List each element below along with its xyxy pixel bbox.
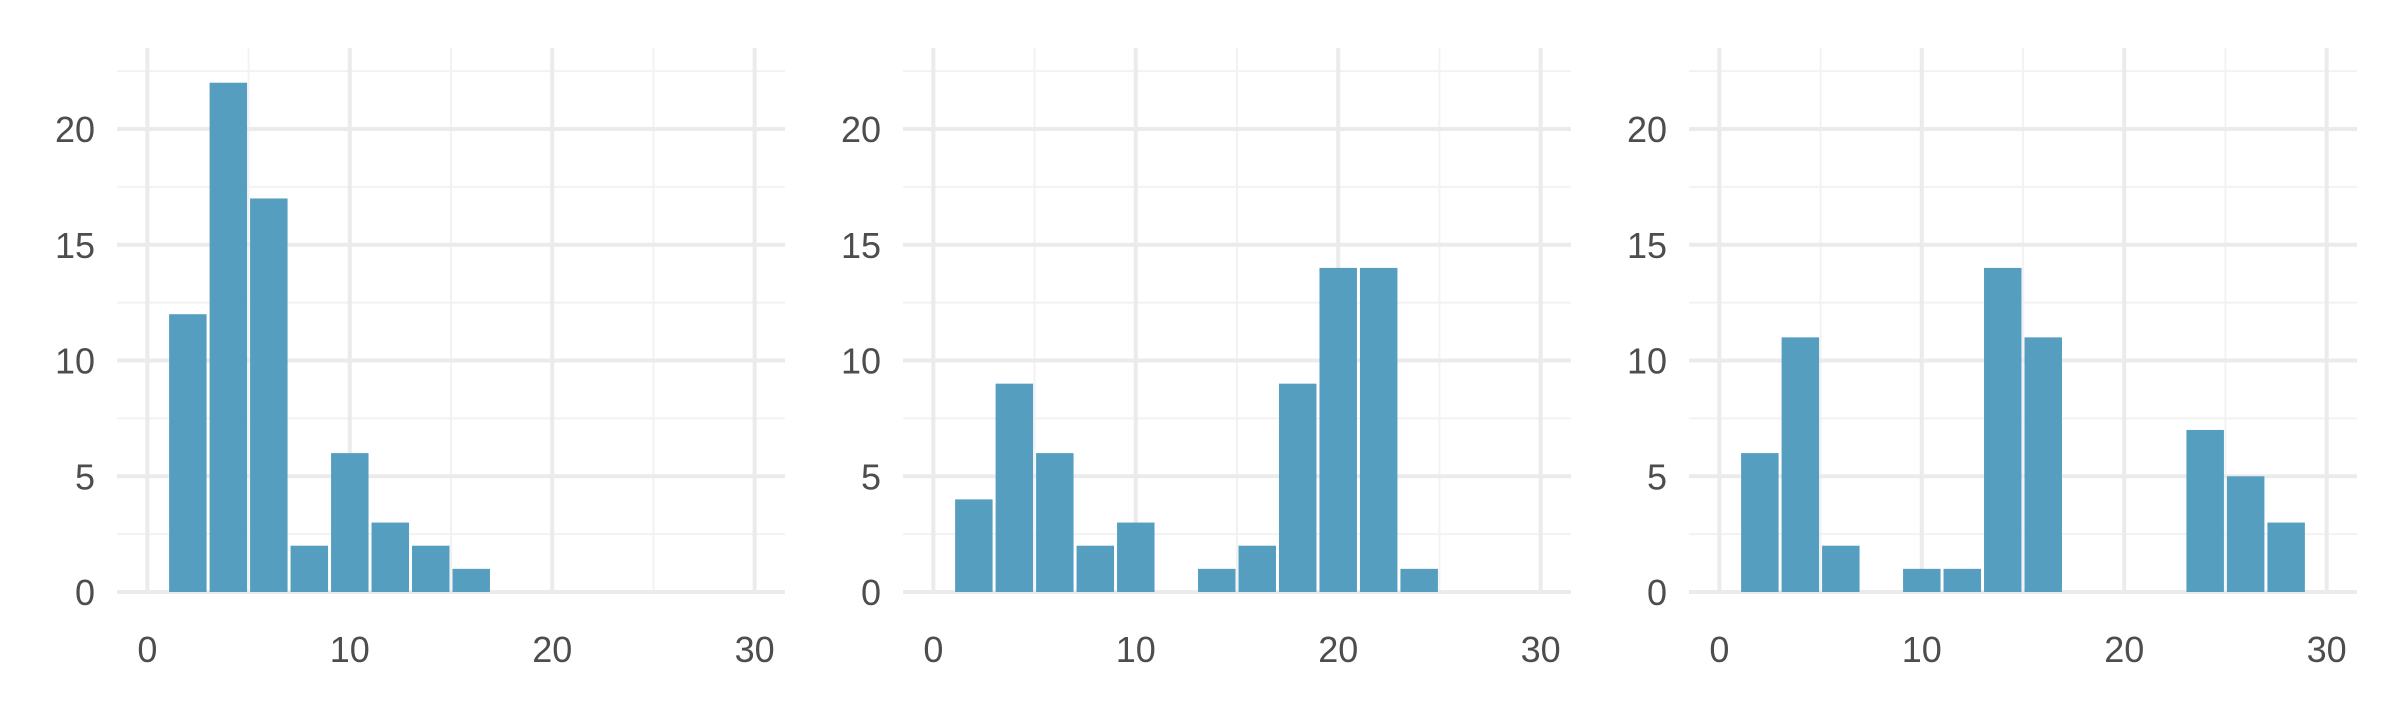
histogram-bar xyxy=(1238,545,1276,592)
panel-1: 0 5 10 15 20 0 10 20 30 xyxy=(55,48,785,670)
x-tick-label: 10 xyxy=(330,629,370,670)
panel-2: 0 5 10 15 20 0 10 20 30 xyxy=(841,48,1571,670)
y-tick-label: 5 xyxy=(1647,456,1667,497)
y-tick-label: 20 xyxy=(1627,109,1667,150)
histogram-bar xyxy=(1036,453,1074,592)
histogram-bar xyxy=(371,522,410,592)
x-tick-label: 20 xyxy=(2104,629,2144,670)
y-tick-label: 15 xyxy=(841,225,881,266)
histogram-bar xyxy=(1198,568,1236,592)
x-tick-label: 20 xyxy=(1318,629,1358,670)
histogram-bar xyxy=(1984,267,2022,592)
histogram-bar xyxy=(1822,545,1860,592)
histogram-bar xyxy=(1400,568,1438,592)
histogram-bar xyxy=(1781,337,1820,592)
histogram-bar xyxy=(452,568,490,592)
histogram-bar xyxy=(1117,522,1155,592)
histogram-bar xyxy=(250,198,288,592)
y-tick-label: 10 xyxy=(1627,341,1667,382)
histogram-bar xyxy=(2226,476,2265,592)
y-tick-label: 0 xyxy=(75,572,95,613)
x-tick-label: 20 xyxy=(532,629,572,670)
histogram-bar xyxy=(1943,568,1982,592)
histogram-bar xyxy=(1278,383,1317,592)
histogram-bar xyxy=(169,314,207,592)
y-tick-label: 5 xyxy=(75,456,95,497)
x-tick-label: 0 xyxy=(923,629,943,670)
y-tick-label: 0 xyxy=(861,572,881,613)
y-tick-label: 20 xyxy=(841,109,881,150)
y-tick-label: 15 xyxy=(1627,225,1667,266)
histogram-bar xyxy=(1359,267,1398,592)
histogram-bar xyxy=(995,383,1034,592)
y-tick-label: 5 xyxy=(861,456,881,497)
histogram-bar xyxy=(2186,429,2224,592)
x-tick-label: 30 xyxy=(2307,629,2347,670)
y-tick-label: 10 xyxy=(841,341,881,382)
histogram-bar xyxy=(412,545,450,592)
histogram-bar xyxy=(1319,267,1357,592)
histogram-bar xyxy=(955,499,993,592)
x-tick-label: 10 xyxy=(1116,629,1156,670)
histogram-bar xyxy=(1076,545,1115,592)
histogram-bar xyxy=(1741,453,1779,592)
panel-3: 0 5 10 15 20 0 10 20 30 xyxy=(1627,48,2357,670)
x-tick-label: 30 xyxy=(735,629,775,670)
x-tick-label: 10 xyxy=(1902,629,1942,670)
x-tick-label: 30 xyxy=(1521,629,1561,670)
histogram-bar xyxy=(290,545,329,592)
y-tick-label: 20 xyxy=(55,109,95,150)
y-tick-label: 10 xyxy=(55,341,95,382)
y-tick-label: 15 xyxy=(55,225,95,266)
histogram-bar xyxy=(2024,337,2062,592)
histogram-bar xyxy=(1903,568,1941,592)
histogram-bar xyxy=(331,453,369,592)
y-tick-label: 0 xyxy=(1647,572,1667,613)
x-tick-label: 0 xyxy=(137,629,157,670)
histogram-bar xyxy=(2267,522,2305,592)
histogram-bar xyxy=(209,82,248,593)
x-tick-label: 0 xyxy=(1709,629,1729,670)
